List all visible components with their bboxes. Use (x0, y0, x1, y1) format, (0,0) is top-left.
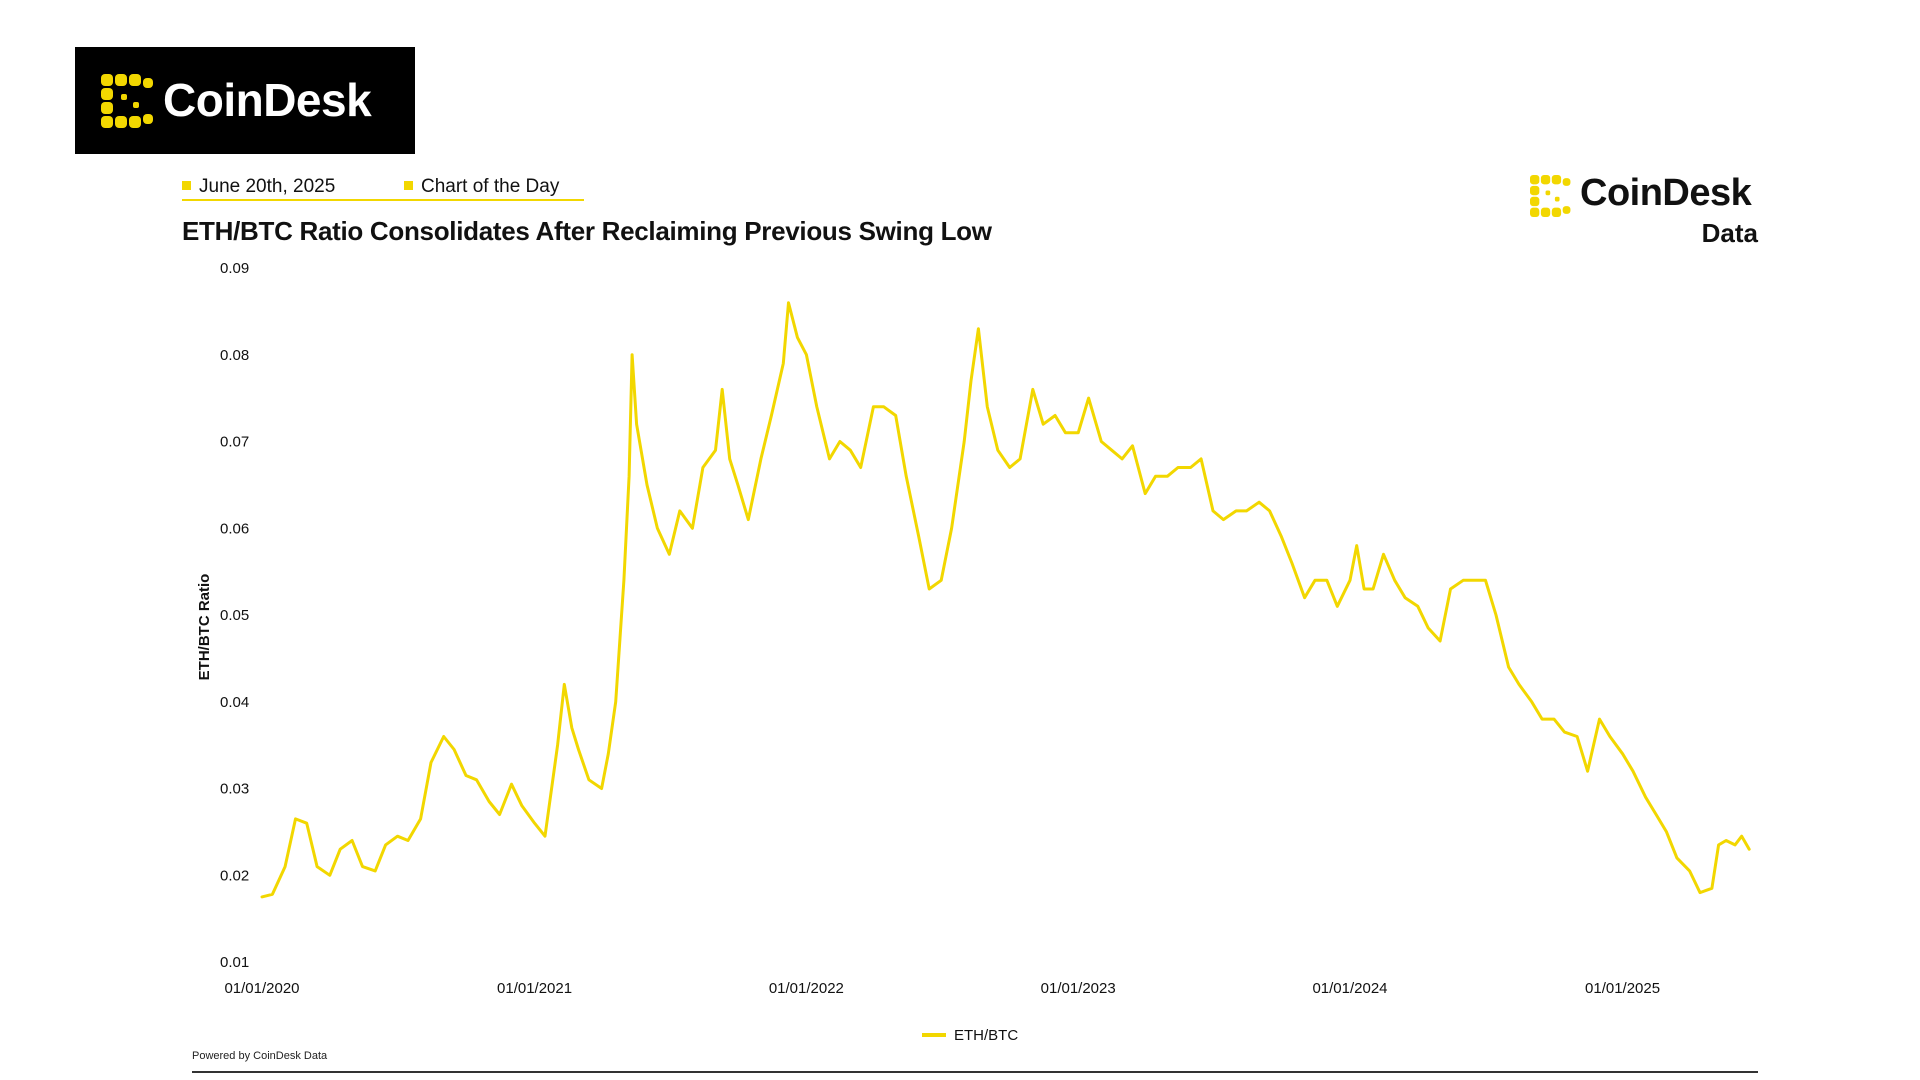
y-tick-label: 0.02 (220, 867, 249, 884)
x-axis-ticks: 01/01/2020 01/01/2021 01/01/2022 01/01/2023… (224, 980, 1660, 997)
y-tick-label: 0.01 (220, 954, 249, 971)
chart-series (260, 301, 1751, 899)
y-tick-label: 0.08 (220, 347, 249, 364)
x-tick-label: 01/01/2020 (224, 980, 299, 997)
coindesk-logo: CoinDesk (75, 47, 415, 154)
y-axis-ticks: 0.09 0.08 0.07 0.06 0.05 0.04 0.03 0.02 0.01 (220, 260, 249, 971)
y-axis-label: ETH/BTC Ratio (196, 574, 213, 681)
x-tick-label: 01/01/2022 (769, 980, 844, 997)
y-tick-label: 0.09 (220, 260, 249, 277)
tag-underline (182, 199, 584, 201)
logo-wordmark: CoinDesk (163, 74, 372, 126)
legend-label: ETH/BTC (954, 1027, 1018, 1044)
y-tick-label: 0.05 (220, 607, 249, 624)
y-tick-label: 0.03 (220, 781, 249, 798)
coindesk-data-logo-icon (1530, 175, 1571, 217)
category-tag-label: Chart of the Day (421, 176, 560, 197)
x-tick-label: 01/01/2023 (1041, 980, 1116, 997)
chart-title: ETH/BTC Ratio Consolidates After Reclaim… (182, 216, 992, 246)
y-tick-label: 0.06 (220, 520, 249, 537)
x-tick-label: 01/01/2021 (497, 980, 572, 997)
coindesk-data-brand: CoinDesk Data (1530, 172, 1760, 252)
series-line-eth-btc (260, 301, 1751, 899)
x-tick-label: 01/01/2025 (1585, 980, 1660, 997)
x-tick-label: 01/01/2024 (1312, 980, 1387, 997)
y-tick-label: 0.04 (220, 694, 249, 711)
category-tag: Chart of the Day (404, 176, 559, 198)
brand-wordmark: CoinDesk (1580, 172, 1752, 214)
date-tag-label: June 20th, 2025 (199, 176, 336, 197)
brand-subtitle: Data (1701, 218, 1758, 248)
date-tag: June 20th, 2025 (182, 176, 335, 198)
powered-by-note: Powered by CoinDesk Data (192, 1050, 328, 1062)
bottom-divider (192, 1071, 1758, 1073)
chart-legend: ETH/BTC (922, 1027, 1018, 1044)
category-tag-bullet (404, 181, 413, 190)
y-tick-label: 0.07 (220, 434, 249, 451)
coindesk-logo-icon (101, 74, 153, 128)
date-tag-bullet (182, 181, 191, 190)
